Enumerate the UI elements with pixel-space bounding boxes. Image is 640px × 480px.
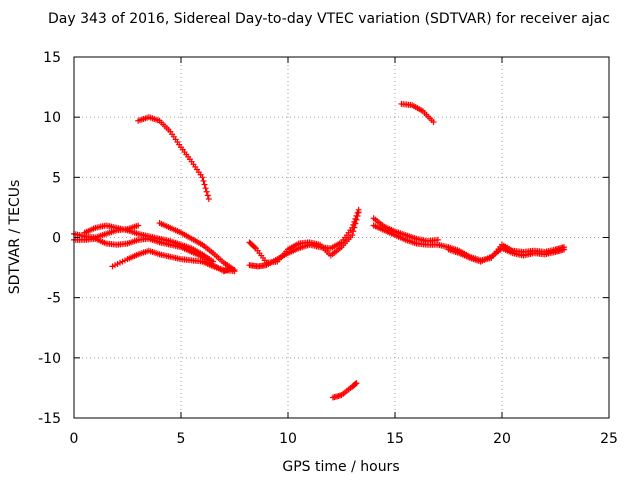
data-point (351, 218, 358, 225)
data-point (231, 266, 238, 273)
y-tick-label: -5 (47, 291, 61, 307)
data-point (201, 181, 208, 188)
data-point (354, 209, 361, 216)
data-point (350, 221, 357, 228)
y-tick-label: -10 (38, 351, 61, 367)
data-point (349, 232, 356, 239)
x-tick-label: 0 (70, 431, 79, 447)
x-tick-label: 10 (279, 431, 297, 447)
chart-title: Day 343 of 2016, Sidereal Day-to-day VTE… (48, 11, 610, 27)
x-axis-label: GPS time / hours (282, 459, 399, 475)
series-arc-10 (246, 206, 362, 270)
data-point (352, 380, 359, 387)
data-point (199, 174, 206, 181)
data-point (352, 215, 359, 222)
y-tick-label: 0 (52, 231, 61, 247)
series-arc-13 (445, 245, 568, 265)
data-point (135, 222, 142, 229)
series-arc-1 (135, 114, 212, 202)
data-point (204, 192, 211, 199)
x-tick-label: 5 (177, 431, 186, 447)
data-point (430, 118, 437, 125)
data-point (349, 224, 356, 231)
series-arc-2 (398, 100, 437, 125)
x-tick-label: 20 (493, 431, 511, 447)
data-point (355, 206, 362, 213)
series-arc-3 (329, 380, 360, 401)
axis-ticks: 0 5 10 15 20 25 -15 -10 -5 0 5 10 15 (38, 50, 618, 447)
y-tick-label: 15 (43, 50, 61, 66)
y-tick-label: 10 (43, 110, 61, 126)
data-point (561, 246, 568, 253)
series-arc-6 (81, 222, 217, 265)
x-tick-label: 25 (600, 431, 618, 447)
y-tick-label: 5 (52, 170, 61, 186)
data-point (353, 212, 360, 219)
data-point (251, 244, 258, 251)
data-point (350, 228, 357, 235)
data-points (71, 100, 568, 401)
y-axis-label: SDTVAR / TECUs (7, 180, 23, 295)
data-point (200, 177, 207, 184)
data-point (205, 195, 212, 202)
series-arc-8 (156, 220, 238, 273)
data-point (353, 380, 360, 387)
data-point (203, 188, 210, 195)
y-tick-label: -15 (38, 411, 61, 427)
x-tick-label: 15 (386, 431, 404, 447)
data-point (202, 185, 209, 192)
